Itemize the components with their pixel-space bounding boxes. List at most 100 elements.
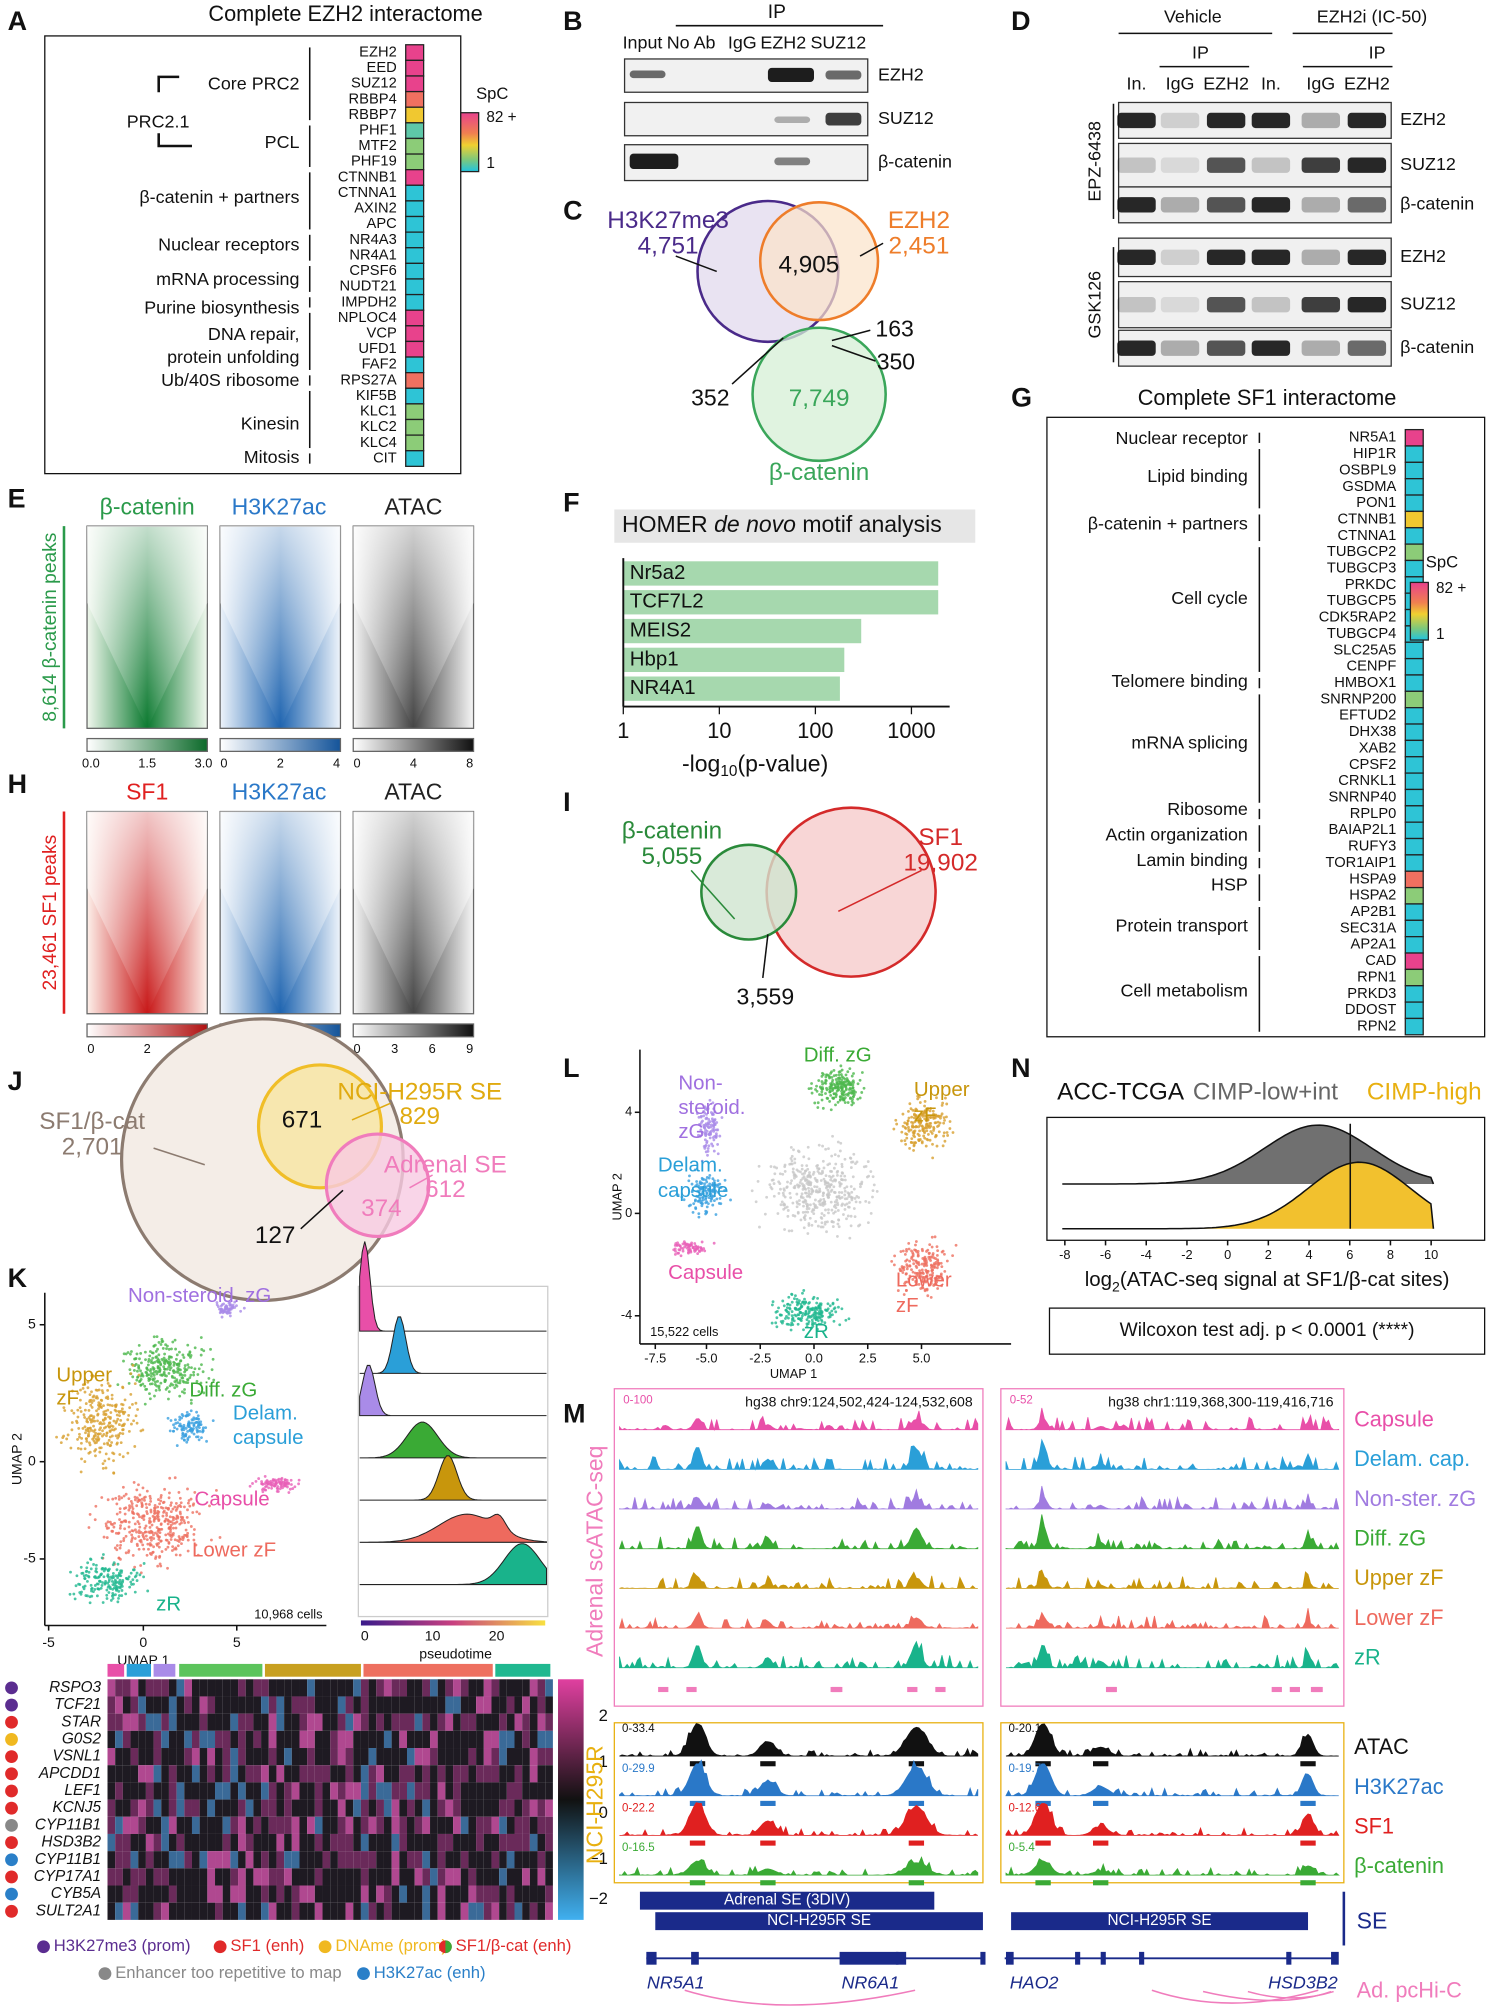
cell-dot	[935, 1253, 939, 1257]
gene-label: FAF2	[362, 357, 397, 373]
cell-dot	[925, 1129, 929, 1133]
heatmap-cell	[445, 1799, 454, 1817]
cell-dot	[83, 1408, 87, 1412]
cell-dot	[820, 1172, 823, 1176]
heatmap-cell	[130, 1748, 139, 1766]
cell-dot	[164, 1533, 168, 1537]
cell-dot	[183, 1533, 186, 1537]
cell-dot	[804, 1312, 807, 1316]
cell-dot	[135, 1488, 139, 1492]
heatmap-cell	[399, 1902, 407, 1920]
cell-dot	[139, 1571, 143, 1575]
cluster-label: Upper	[914, 1078, 970, 1101]
cell-dot	[792, 1174, 796, 1178]
cell-dot	[676, 1193, 680, 1197]
heatmap-cell	[514, 1748, 523, 1766]
cell-dot	[906, 1119, 910, 1123]
cell-dot	[204, 1426, 208, 1430]
cell-dot	[109, 1411, 113, 1414]
cell-dot	[70, 1421, 74, 1424]
heatmap-cell	[499, 1782, 507, 1800]
cluster-bar	[153, 1663, 176, 1677]
heatmap-cell	[406, 1816, 415, 1834]
cell-dot	[816, 1224, 820, 1228]
cell-dot	[708, 1184, 712, 1188]
cell-dot	[824, 1078, 828, 1082]
cell-dot	[137, 1535, 141, 1538]
heatmap-cell	[414, 1885, 423, 1903]
text-label: -5	[23, 1550, 36, 1566]
heatmap-cell	[314, 1885, 323, 1903]
heatmap-cell	[460, 1748, 469, 1766]
cell-dot	[121, 1432, 125, 1436]
cell-dot	[927, 1252, 931, 1255]
color-scale	[1409, 581, 1429, 641]
spc-cell	[405, 434, 425, 452]
cell-dot	[279, 1477, 283, 1481]
cell-dot	[87, 1430, 91, 1433]
cell-dot	[116, 1417, 120, 1421]
spc-cell	[405, 325, 425, 343]
blot-band	[1117, 112, 1156, 129]
cell-dot	[210, 1368, 214, 1372]
heatmap-cell	[337, 1833, 346, 1852]
cell-dot	[698, 1198, 702, 1201]
text-label: No Ab	[667, 32, 716, 52]
cell-dot	[832, 1166, 836, 1170]
heatmap-cell	[176, 1679, 185, 1697]
spc-cell	[405, 450, 425, 467]
group-label: β-catenin + partners	[139, 187, 299, 207]
cell-dot	[795, 1192, 799, 1196]
cell-dot	[820, 1318, 823, 1322]
plot-box	[1046, 1116, 1486, 1241]
cell-dot	[100, 1389, 104, 1392]
cell-dot	[930, 1235, 934, 1239]
blot-band	[1347, 297, 1387, 313]
cell-dot	[147, 1530, 150, 1534]
heatmap-cell	[491, 1782, 500, 1800]
heatmap-cell	[506, 1868, 515, 1886]
group-label: PRC2.1	[127, 112, 190, 132]
cell-dot	[133, 1382, 137, 1386]
cell-dot	[708, 1098, 712, 1102]
gene-label: PRKD3	[1347, 986, 1396, 1002]
cell-dot	[114, 1409, 118, 1413]
cell-dot	[202, 1349, 206, 1353]
cell-dot	[171, 1522, 175, 1525]
text-label: IP	[1369, 43, 1386, 63]
cell-dot	[805, 1202, 808, 1206]
heatmap-cell	[268, 1782, 277, 1800]
cell-dot	[828, 1304, 832, 1308]
panel-letter: G	[1011, 382, 1032, 412]
heatmap-cell	[468, 1833, 477, 1852]
cell-dot	[157, 1341, 161, 1344]
cell-dot	[155, 1526, 159, 1529]
heatmap-cell	[391, 1868, 400, 1886]
cell-dot	[276, 1478, 280, 1482]
heatmap-cell	[261, 1799, 269, 1817]
gene-label: CYB5A	[51, 1885, 101, 1902]
cell-dot	[712, 1107, 716, 1111]
heatmap-cell	[222, 1816, 231, 1834]
heatmap-cell	[537, 1713, 546, 1731]
heatmap-cell	[230, 1816, 239, 1834]
title-part: motif analysis	[802, 511, 941, 537]
cell-dot	[215, 1488, 218, 1492]
cell-dot	[95, 1438, 99, 1442]
cell-dot	[103, 1581, 107, 1585]
heatmap-cell	[253, 1851, 262, 1869]
cell-dot	[119, 1583, 123, 1587]
cell-dot	[867, 1174, 871, 1178]
cell-dot	[107, 1575, 110, 1579]
text-label: IgG	[728, 32, 757, 52]
cell-dot	[162, 1359, 165, 1362]
heatmap-cell	[422, 1868, 431, 1886]
cell-dot	[704, 1117, 708, 1121]
bar	[623, 561, 939, 586]
cell-dot	[112, 1471, 116, 1475]
text-label: 4	[410, 756, 417, 771]
heatmap-fade	[220, 526, 341, 729]
heatmap-cell	[291, 1713, 300, 1731]
title-part: HOMER	[622, 511, 708, 537]
